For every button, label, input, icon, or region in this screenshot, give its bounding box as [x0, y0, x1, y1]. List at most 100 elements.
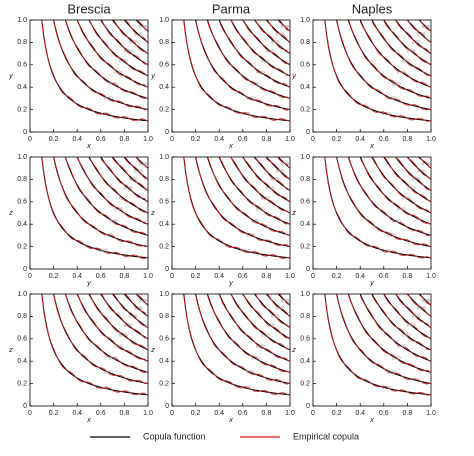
- y-tick-label: 0: [306, 129, 310, 136]
- x-tick-label: 0.6: [238, 136, 248, 143]
- empirical-contour: [41, 157, 148, 260]
- empirical-contour: [278, 294, 290, 306]
- legend-label: Empirical copula: [293, 431, 359, 441]
- contour-label: 0.30: [392, 82, 401, 87]
- empirical-contour: [101, 294, 148, 340]
- contour-label: 0.40: [256, 343, 265, 348]
- empirical-contour: [41, 21, 148, 122]
- y-tick-label: 1.0: [159, 154, 169, 161]
- x-tick-label: 0.8: [120, 136, 130, 143]
- x-tick-label: 0.2: [332, 136, 342, 143]
- x-tick-label: 1.0: [143, 273, 153, 280]
- x-tick-label: 1.0: [285, 136, 295, 143]
- contour-label: 0.70: [412, 39, 421, 44]
- contour-label: 0.50: [261, 58, 270, 63]
- contour-label: 0.20: [104, 232, 113, 237]
- copula-contour: [183, 294, 290, 396]
- y-tick-label: 0.2: [159, 380, 169, 387]
- empirical-contour: [324, 157, 431, 259]
- x-tick-label: 0: [28, 273, 32, 280]
- empirical-contour: [100, 158, 148, 203]
- y-tick-label: 1.0: [300, 154, 310, 161]
- x-tick-label: 1.0: [426, 410, 436, 417]
- x-tick-label: 1.0: [143, 410, 153, 417]
- copula-contour: [371, 294, 431, 351]
- empirical-contour: [242, 157, 290, 203]
- x-tick-label: 0.4: [72, 273, 82, 280]
- copula-contour: [359, 157, 431, 225]
- x-tick-label: 0: [170, 410, 174, 417]
- panel: Brescia 0 0.2 0.4 0.6 0.8 1.0 0 0.2 0.4 0.6 0.8 1.0 x…: [8, 1, 153, 150]
- contour-label: 0.40: [397, 343, 406, 348]
- contour-label: 0.70: [271, 39, 280, 44]
- y-tick-label: 1.0: [17, 17, 27, 24]
- y-tick-label: 0: [165, 129, 169, 136]
- empirical-contour: [336, 157, 431, 247]
- empirical-contour: [76, 157, 148, 225]
- y-axis-label: z: [291, 345, 296, 354]
- x-tick-label: 0: [170, 273, 174, 280]
- x-tick-label: 0.8: [120, 273, 130, 280]
- contour-label: 0.90: [281, 161, 290, 166]
- y-tick-label: 0: [23, 129, 27, 136]
- empirical-contour: [207, 21, 290, 99]
- x-tick-label: 0.8: [120, 410, 130, 417]
- y-axis-label: y: [150, 71, 156, 80]
- x-tick-label: 0.6: [238, 410, 248, 417]
- x-tick-label: 0.6: [379, 273, 389, 280]
- contour-label: 0.40: [114, 343, 123, 348]
- x-tick-label: 0.8: [262, 273, 272, 280]
- y-tick-label: 0.8: [159, 313, 169, 320]
- x-tick-label: 1.0: [426, 273, 436, 280]
- empirical-contour: [135, 157, 148, 169]
- copula-contour: [359, 294, 431, 362]
- empirical-contour: [266, 20, 290, 43]
- y-tick-label: 0.2: [17, 243, 27, 250]
- contour-label: 0.50: [119, 332, 128, 337]
- x-tick-label: 0.4: [214, 273, 224, 280]
- contour-label: 0.10: [241, 385, 250, 390]
- contour-label: 0.70: [412, 176, 421, 181]
- contour-label: 0.50: [119, 58, 128, 63]
- y-axis-label: z: [8, 345, 13, 354]
- x-tick-label: 0.4: [72, 410, 82, 417]
- y-tick-label: 0.6: [159, 336, 169, 343]
- empirical-contour: [267, 294, 290, 317]
- empirical-contour: [183, 21, 290, 122]
- panel-title: Naples: [352, 1, 393, 16]
- y-tick-label: 0.8: [159, 39, 169, 46]
- y-tick-label: 1.0: [300, 291, 310, 298]
- x-tick-label: 0.8: [262, 136, 272, 143]
- contour-label: 0.90: [422, 161, 431, 166]
- contour-label: 0.80: [134, 31, 143, 36]
- contour-label: 0.40: [397, 69, 406, 74]
- y-tick-label: 1.0: [17, 154, 27, 161]
- x-tick-label: 0.4: [355, 410, 365, 417]
- x-axis-label: x: [86, 415, 91, 424]
- y-tick-label: 0.8: [159, 176, 169, 183]
- empirical-contour: [383, 294, 431, 340]
- empirical-contour: [65, 20, 148, 99]
- contour-label: 0.50: [402, 58, 411, 63]
- x-tick-label: 0.4: [214, 136, 224, 143]
- x-tick-label: 0.2: [191, 136, 201, 143]
- x-tick-label: 1.0: [143, 136, 153, 143]
- y-tick-label: 0.8: [17, 176, 27, 183]
- contour-label: 0.80: [276, 31, 285, 36]
- empirical-contour: [113, 294, 148, 328]
- empirical-contour: [336, 20, 431, 111]
- x-axis-label: x: [228, 141, 233, 150]
- contour-label: 0.90: [422, 24, 431, 29]
- empirical-contour: [77, 20, 148, 88]
- empirical-contour: [242, 20, 290, 66]
- empirical-contour: [372, 157, 431, 214]
- y-tick-label: 0.6: [17, 62, 27, 69]
- contour-label: 0.30: [251, 219, 260, 224]
- y-tick-label: 0: [306, 266, 310, 273]
- empirical-contour: [419, 20, 431, 32]
- copula-contour: [64, 294, 148, 373]
- empirical-contour: [418, 157, 431, 169]
- panel: 0 0.2 0.4 0.6 0.8 1.000.20.40.60.81.0xz0.100.…: [150, 291, 295, 424]
- empirical-contour: [53, 294, 148, 385]
